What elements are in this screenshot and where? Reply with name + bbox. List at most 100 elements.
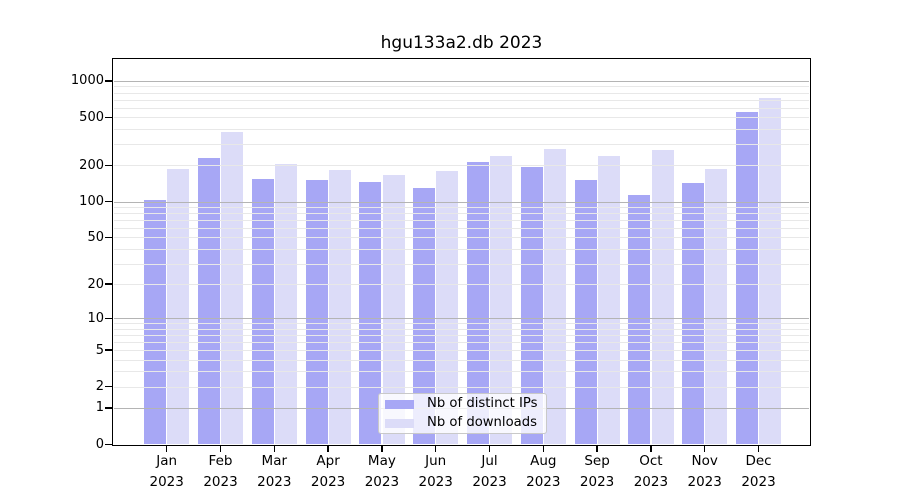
y-tick-50: [105, 236, 113, 239]
x-label-year: 2023: [149, 473, 184, 490]
x-tick-feb: [219, 446, 222, 452]
bar-apr-downloads: [328, 170, 351, 445]
bar-dec-distinct-ips: [735, 112, 758, 445]
x-label-month: Aug: [530, 453, 557, 469]
gridline-minor-700: [114, 99, 809, 101]
y-tick-label-5: 5: [95, 342, 104, 358]
x-tick-label-jun: Jun 2023: [408, 451, 464, 492]
legend-swatch-distinct-ips: [385, 399, 414, 409]
x-label-year: 2023: [633, 473, 669, 490]
y-tick-label-0: 0: [95, 436, 104, 452]
bar-jun-distinct-ips: [413, 187, 436, 445]
x-tick-label-dec: Dec 2023: [731, 451, 787, 492]
x-label-month: Mar: [261, 453, 288, 469]
gridline-minor-7: [114, 334, 809, 336]
x-label-month: Jun: [425, 453, 447, 469]
y-tick-0: [105, 443, 113, 446]
bar-jul-distinct-ips: [466, 161, 489, 445]
x-tick-label-jul: Jul 2023: [462, 451, 518, 492]
gridline-minor-400: [114, 128, 809, 130]
bar-aug-downloads: [543, 148, 566, 445]
gridline-minor-40: [114, 248, 809, 250]
x-tick-label-feb: Feb 2023: [193, 451, 249, 492]
gridline-minor-3: [114, 371, 809, 373]
bar-jun-downloads: [436, 171, 459, 445]
y-tick-label-50: 50: [87, 229, 104, 245]
gridline-minor-800: [114, 92, 809, 94]
y-tick-1: [105, 407, 113, 409]
x-label-month: Dec: [745, 453, 772, 469]
x-label-month: Nov: [691, 453, 718, 469]
x-tick-mar: [273, 446, 275, 452]
x-label-month: Jul: [481, 453, 498, 469]
x-tick-nov: [704, 446, 706, 452]
bar-jan-downloads: [167, 169, 190, 445]
legend-swatch-downloads: [385, 418, 414, 428]
gridline-minor-2: [114, 386, 809, 388]
bar-dec-downloads: [759, 98, 782, 445]
bar-oct-distinct-ips: [628, 195, 651, 445]
gridline-major-100: [114, 201, 809, 203]
y-tick-label-20: 20: [87, 276, 104, 292]
y-tick-label-200: 200: [79, 157, 104, 173]
gridline-minor-200: [114, 165, 809, 167]
gridline-minor-4: [114, 359, 809, 361]
legend-label-distinct-ips: Nb of distinct IPs: [427, 396, 538, 411]
y-tick-label-500: 500: [79, 109, 104, 125]
gridline-minor-900: [114, 86, 809, 88]
gridline-minor-90: [114, 207, 809, 209]
x-label-month: Sep: [584, 453, 610, 469]
x-tick-jan: [166, 446, 168, 452]
chart-title: hgu133a2.db 2023: [380, 33, 543, 53]
x-label-month: May: [367, 453, 396, 469]
y-tick-label-2: 2: [95, 379, 104, 395]
x-label-month: Jan: [156, 453, 178, 469]
x-tick-label-aug: Aug 2023: [515, 451, 571, 492]
gridline-major-10: [114, 318, 809, 320]
gridline-minor-9: [114, 323, 809, 325]
bar-sep-distinct-ips: [574, 180, 597, 445]
gridline-minor-6: [114, 341, 809, 343]
bar-nov-distinct-ips: [682, 182, 705, 445]
y-tick-1000: [105, 80, 113, 82]
x-tick-label-apr: Apr 2023: [300, 451, 356, 492]
gridline-minor-5: [114, 350, 809, 352]
legend-entry-downloads: Nb of downloads: [385, 415, 540, 431]
bar-mar-downloads: [274, 163, 297, 445]
x-tick-label-sep: Sep 2023: [569, 451, 625, 492]
x-tick-may: [381, 446, 383, 452]
x-label-year: 2023: [257, 473, 292, 490]
y-tick-label-100: 100: [79, 194, 104, 210]
x-label-month: Oct: [639, 453, 663, 469]
gridline-minor-300: [114, 144, 809, 146]
bar-apr-distinct-ips: [305, 180, 328, 445]
bar-feb-distinct-ips: [197, 158, 220, 445]
y-tick-200: [105, 164, 113, 166]
bar-oct-downloads: [651, 149, 674, 445]
y-tick-5: [105, 349, 113, 351]
x-label-year: 2023: [203, 473, 238, 490]
bar-jan-distinct-ips: [144, 199, 167, 445]
bar-feb-downloads: [221, 131, 244, 445]
x-tick-apr: [327, 446, 329, 452]
x-label-month: Apr: [316, 453, 340, 469]
y-tick-500: [105, 116, 113, 118]
x-label-year: 2023: [579, 473, 615, 490]
x-tick-oct: [650, 446, 652, 452]
gridline-minor-30: [114, 263, 809, 265]
x-tick-label-may: May 2023: [354, 451, 410, 492]
gridline-minor-500: [114, 117, 809, 119]
gridline-minor-60: [114, 228, 809, 230]
x-tick-label-mar: Mar 2023: [246, 451, 302, 492]
x-tick-dec: [757, 446, 760, 452]
y-tick-20: [105, 283, 113, 285]
x-tick-aug: [542, 446, 544, 452]
x-label-year: 2023: [526, 473, 561, 490]
x-label-year: 2023: [310, 473, 346, 490]
x-tick-label-jan: Jan 2023: [139, 451, 195, 492]
bar-nov-downloads: [705, 169, 728, 445]
y-tick-2: [105, 385, 113, 388]
bar-may-distinct-ips: [359, 182, 382, 445]
gridline-minor-50: [114, 237, 809, 239]
